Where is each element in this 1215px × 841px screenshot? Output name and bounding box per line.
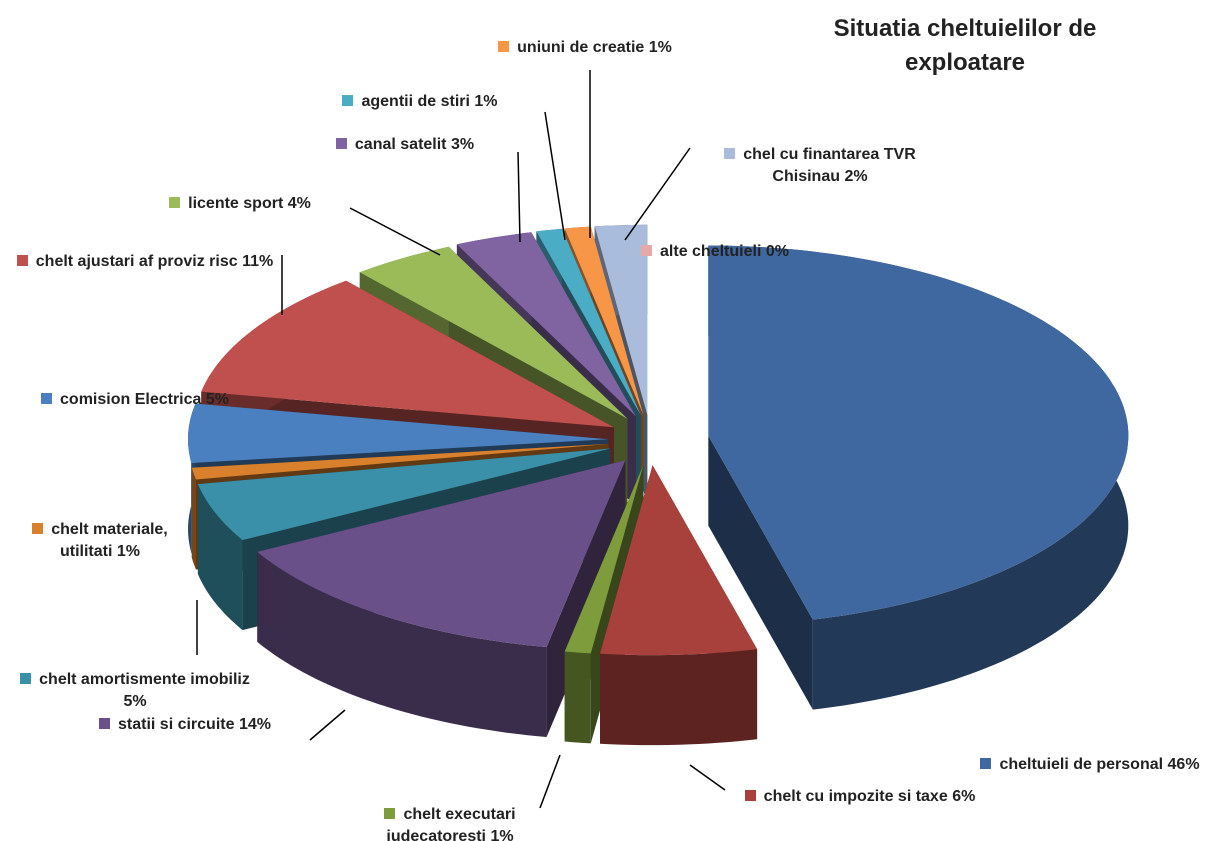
- slice: [600, 465, 758, 746]
- legend-key: [342, 95, 354, 106]
- slice: [257, 460, 626, 737]
- data-label: statii si circuite 14%: [35, 714, 335, 736]
- data-label: agentii de stiri 1%: [295, 91, 545, 113]
- data-label: alte cheltuieli 0%: [590, 241, 840, 263]
- leader-line: [539, 754, 561, 809]
- legend-key: [20, 673, 32, 684]
- category-label: chelt amortismente imobiliz: [39, 671, 250, 688]
- slice-top: [257, 460, 626, 647]
- slice-top: [536, 228, 641, 416]
- legend-key: [744, 790, 756, 801]
- legend-key: [384, 808, 396, 819]
- data-label: canal satelit 3%: [280, 134, 530, 156]
- data-label: cheltuieli de personal 46%: [975, 754, 1205, 776]
- category-label: uniuni de creatie: [517, 39, 645, 56]
- data-label: chel cu finantarea TVR Chisinau 2%: [705, 144, 935, 188]
- slice-wall: [708, 435, 813, 710]
- slice-top: [456, 232, 636, 417]
- legend-key: [169, 197, 181, 208]
- slice-top: [201, 280, 614, 428]
- category-label: licente sport: [188, 195, 284, 212]
- value-label: 5%: [205, 391, 229, 408]
- slice-top: [359, 246, 628, 419]
- slice-top: [564, 464, 644, 654]
- data-label: chelt executari judecatoresti 1%: [335, 804, 565, 841]
- slice-top: [188, 403, 608, 463]
- legend-key: [641, 245, 653, 256]
- value-label: 11%: [242, 253, 274, 270]
- category-label: comision Electrica: [60, 391, 202, 408]
- category-label: canal satelit: [354, 136, 447, 153]
- value-label: 0%: [765, 243, 789, 260]
- legend-key: [16, 255, 28, 266]
- leader-line: [689, 764, 726, 791]
- slice-top: [600, 465, 758, 656]
- slice-side: [564, 651, 591, 744]
- data-label: uniuni de creatie 1%: [460, 37, 710, 59]
- value-label: 4%: [287, 195, 311, 212]
- category-label: cheltuieli de personal: [999, 756, 1164, 773]
- category-label: chel cu finantarea TVR Chisinau: [743, 146, 916, 185]
- category-label: chelt cu impozite si taxe: [763, 788, 948, 805]
- chart-title: Situatia cheltuielilor de exploatare: [833, 15, 1097, 76]
- data-label: licente sport 4%: [115, 193, 365, 215]
- data-label: chelt ajustari af proviz risc 11%: [10, 251, 280, 273]
- slice-side: [197, 484, 243, 631]
- value-label: 1%: [648, 39, 672, 56]
- slice-top: [191, 443, 609, 480]
- category-label: agentii de stiri: [361, 93, 470, 110]
- slice-top: [197, 448, 611, 541]
- slice: [708, 245, 1129, 710]
- legend-key: [99, 718, 110, 729]
- category-label: alte cheltuieli: [660, 243, 762, 260]
- slice-side: [191, 467, 196, 570]
- value-label: 3%: [450, 136, 475, 153]
- value-label: 1%: [490, 828, 514, 841]
- legend-key: [724, 148, 736, 159]
- value-label: 1%: [474, 93, 498, 110]
- value-label: 2%: [844, 168, 868, 185]
- leader-line: [517, 151, 521, 243]
- legend-key: [335, 138, 347, 149]
- data-label: chelt materiale, utilitati 1%: [10, 519, 190, 563]
- data-label: chelt amortismente imobiliz 5%: [20, 669, 250, 713]
- value-label: 5%: [123, 693, 147, 710]
- legend-key: [32, 523, 44, 534]
- data-label: comision Electrica 5%: [0, 389, 285, 411]
- value-label: 14%: [238, 716, 271, 733]
- category-label: chelt executari judecatoresti: [386, 806, 516, 841]
- leader-line: [309, 709, 346, 741]
- leader-line: [624, 147, 691, 241]
- legend-key: [41, 393, 53, 404]
- slice-top: [708, 245, 1129, 620]
- slice-side: [257, 551, 547, 737]
- leader-line: [544, 111, 566, 241]
- category-label: chelt ajustari af proviz risc: [35, 253, 238, 270]
- value-label: 6%: [952, 788, 976, 805]
- legend-key: [498, 41, 510, 52]
- data-label: chelt cu impozite si taxe 6%: [740, 786, 980, 808]
- slice-side: [600, 649, 758, 746]
- slice-top: [564, 226, 644, 416]
- value-label: 1%: [116, 543, 140, 560]
- legend-key: [980, 758, 992, 769]
- category-label: chelt materiale, utilitati: [51, 521, 168, 560]
- leader-line: [349, 207, 441, 256]
- slice-top: [594, 224, 648, 415]
- value-label: 46%: [1167, 756, 1200, 773]
- category-label: statii si circuite: [118, 716, 235, 733]
